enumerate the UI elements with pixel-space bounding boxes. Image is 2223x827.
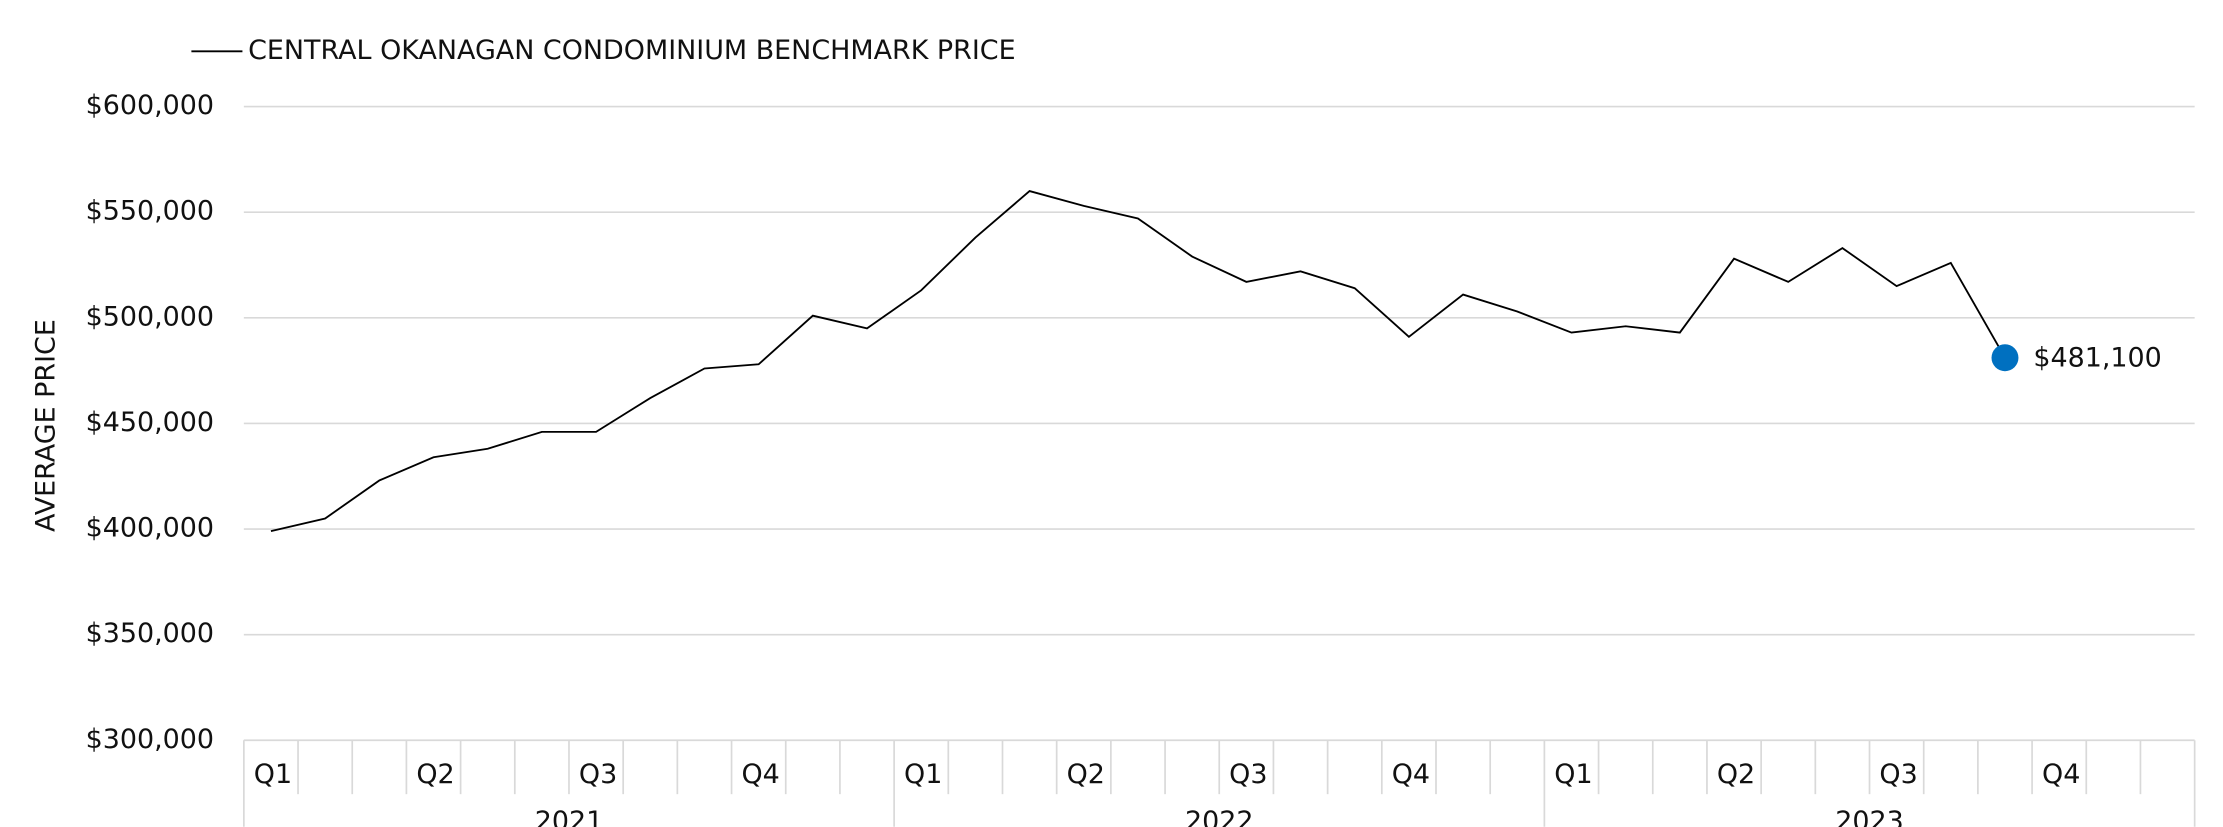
x-group-label: 2021	[535, 806, 604, 827]
x-group-label: 2023	[1835, 806, 1904, 827]
x-tick-label: Q3	[1879, 759, 1917, 790]
y-tick-label: $550,000	[86, 196, 214, 227]
y-tick-label: $300,000	[86, 724, 214, 755]
y-tick-label: $600,000	[86, 90, 214, 121]
x-group-label: 2022	[1185, 806, 1254, 827]
x-tick-label: Q1	[904, 759, 942, 790]
x-tick-label: Q2	[1067, 759, 1105, 790]
x-tick-label: Q2	[1717, 759, 1755, 790]
x-tick-label: Q1	[254, 759, 292, 790]
y-tick-label: $400,000	[86, 513, 214, 544]
y-axis-label: AVERAGE PRICE	[30, 319, 61, 532]
highlight-point	[1991, 344, 2019, 372]
x-tick-label: Q2	[416, 759, 454, 790]
x-tick-label: Q1	[1554, 759, 1592, 790]
y-tick-label: $500,000	[86, 301, 214, 332]
x-tick-label: Q4	[2042, 759, 2080, 790]
x-tick-label: Q3	[579, 759, 617, 790]
data-label: $481,100	[2033, 343, 2161, 374]
x-tick-label: Q4	[741, 759, 779, 790]
y-tick-label: $350,000	[86, 618, 214, 649]
x-tick-label: Q4	[1392, 759, 1430, 790]
y-tick-label: $450,000	[86, 407, 214, 438]
legend-label: CENTRAL OKANAGAN CONDOMINIUM BENCHMARK P…	[248, 35, 1016, 66]
data-line	[270, 190, 2006, 533]
x-tick-label: Q3	[1229, 759, 1267, 790]
